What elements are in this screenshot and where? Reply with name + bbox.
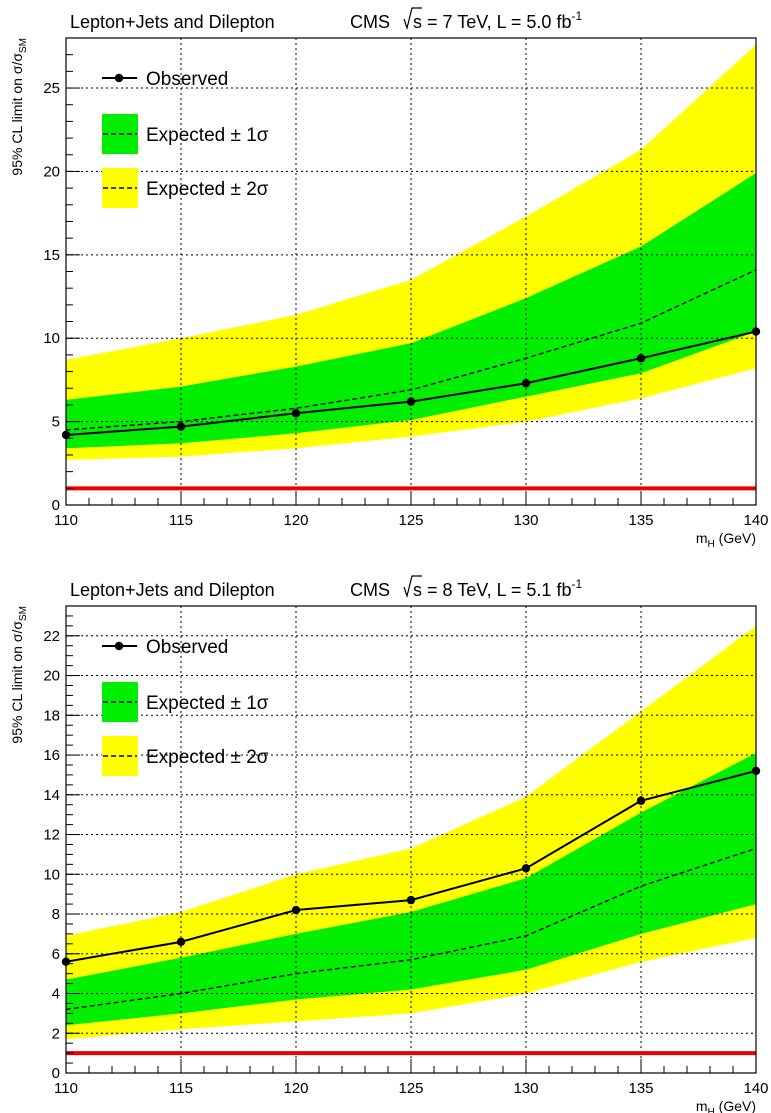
y-tick-label: 25: [43, 80, 60, 97]
y-tick-label: 15: [43, 247, 60, 264]
x-tick-label: 140: [743, 512, 768, 529]
x-tick-label: 110: [54, 1080, 78, 1097]
observed-point: [636, 796, 646, 805]
observed-point: [406, 397, 416, 406]
observed-point: [176, 422, 186, 431]
y-axis-label-sub: SM: [18, 38, 29, 53]
observed-point: [521, 864, 531, 873]
y-tick-label: 18: [43, 707, 60, 724]
title-left: Lepton+Jets and Dilepton: [70, 12, 275, 32]
legend-2sigma-label: Expected ± 2σ: [146, 179, 269, 200]
y-tick-label: 22: [43, 628, 60, 645]
x-tick-label: 130: [513, 1080, 538, 1097]
observed-point: [291, 905, 301, 915]
y-tick-label: 10: [43, 866, 60, 883]
title-left: Lepton+Jets and Dilepton: [70, 580, 275, 600]
sqrt-symbol: [403, 575, 422, 599]
x-tick-label: 115: [169, 512, 193, 529]
y-tick-label: 20: [43, 668, 60, 685]
observed-point: [291, 409, 301, 418]
y-tick-label: 2: [52, 1025, 60, 1042]
expected-line: [65, 269, 757, 431]
grid: [66, 38, 756, 505]
y-tick-label: 6: [52, 946, 60, 963]
legend-observed-marker: [114, 73, 124, 83]
legend: Observed Expected ± 1σ Expected ± 2σ: [102, 637, 269, 776]
y-axis-label-sub: SM: [18, 606, 29, 621]
grid: [66, 606, 756, 1073]
x-tick-label: 115: [169, 1080, 193, 1097]
observed-point: [636, 354, 646, 363]
x-tick-label: 120: [283, 1080, 308, 1097]
legend-1sigma-label: Expected ± 1σ: [146, 693, 269, 714]
y-tick-label: 0: [52, 497, 60, 514]
expected-line: [65, 847, 757, 1011]
band-1sigma: [66, 173, 756, 449]
observed-point: [176, 937, 186, 947]
y-tick-label: 12: [43, 827, 60, 844]
title-cms: CMS: [350, 580, 390, 600]
chart-2: 110 115 120 125 130 135 140 0 2 4 6 8 10 12 14 16 18 20 22…: [9, 575, 769, 1113]
band-1sigma: [66, 753, 756, 1026]
x-tick-label: 140: [743, 1080, 768, 1097]
x-tick-label: 135: [628, 512, 653, 529]
y-tick-label: 4: [52, 986, 60, 1003]
x-axis-label: mH (GeV): [696, 530, 756, 550]
title-energy-lumi: s = 8 TeV, L = 5.1 fb-1: [413, 577, 582, 600]
lumi-exponent: -1: [571, 577, 582, 591]
legend-observed-label: Observed: [146, 69, 228, 90]
x-tick-label: 120: [283, 512, 308, 529]
y-tick-label: 10: [43, 330, 60, 347]
legend-observed-marker: [114, 641, 124, 651]
observed-point: [521, 379, 531, 388]
x-tick-label: 125: [398, 1080, 423, 1097]
lumi-exponent: -1: [571, 9, 582, 23]
x-axis-label-sub: H: [708, 1107, 715, 1113]
chart-title: Lepton+Jets and Dilepton CMS s = 8 TeV, L …: [70, 575, 582, 600]
y-tick-label: 8: [52, 906, 60, 923]
y-tick-label: 0: [52, 1065, 60, 1082]
x-tick-label: 130: [513, 512, 538, 529]
y-tick-label: 5: [52, 414, 60, 431]
legend-2sigma-label: Expected ± 2σ: [146, 747, 269, 768]
observed-point: [406, 895, 416, 905]
y-axis-label: 95% CL limit on σ/σSM: [9, 606, 29, 744]
x-axis-label-unit: (GeV): [715, 530, 756, 546]
title-energy-lumi: s = 7 TeV, L = 5.0 fb-1: [413, 9, 582, 32]
legend-1sigma-label: Expected ± 1σ: [146, 125, 269, 146]
y-tick-label: 20: [43, 163, 60, 180]
x-tick-label: 110: [54, 512, 78, 529]
legend-observed-label: Observed: [146, 637, 228, 658]
x-axis-label-unit: (GeV): [715, 1098, 756, 1113]
y-tick-label: 16: [43, 747, 60, 764]
x-tick-label: 125: [398, 512, 423, 529]
x-axis-label-sub: H: [708, 539, 715, 550]
chart-title: Lepton+Jets and Dilepton CMS s = 7 TeV, L …: [70, 7, 582, 32]
x-axis-label: mH (GeV): [696, 1098, 756, 1113]
x-tick-label: 135: [628, 1080, 653, 1097]
legend: Observed Expected ± 1σ Expected ± 2σ: [102, 69, 269, 208]
chart-1: 110 115 120 125 130 135 140 0 5 10 15 20 25 Lepton+Je…: [9, 7, 769, 550]
title-cms: CMS: [350, 12, 390, 32]
y-tick-label: 14: [43, 787, 60, 804]
y-axis-label: 95% CL limit on σ/σSM: [9, 38, 29, 176]
sqrt-symbol: [403, 7, 422, 31]
